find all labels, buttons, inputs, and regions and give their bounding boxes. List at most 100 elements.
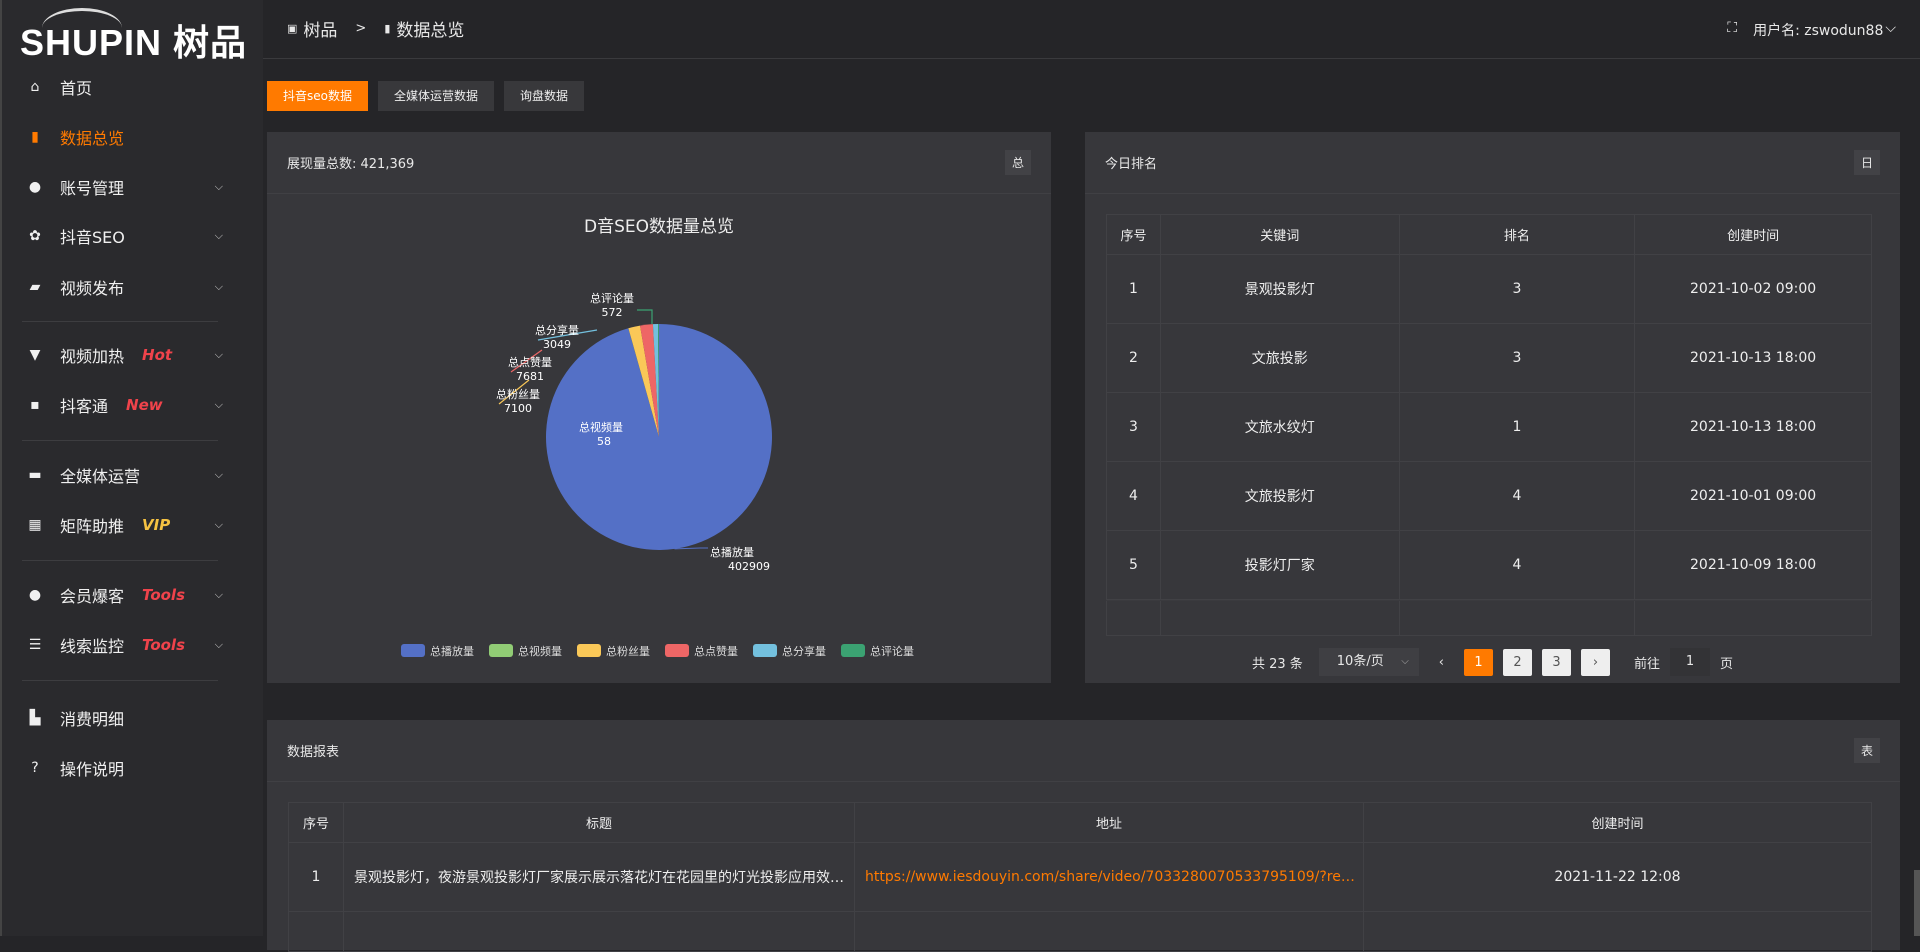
pie-slice-4[interactable] xyxy=(652,324,659,437)
table-tag-button[interactable]: 表 xyxy=(1853,738,1880,763)
column-header[interactable]: 序号 xyxy=(1106,214,1161,255)
page-2[interactable]: 2 xyxy=(1502,648,1532,676)
next-page-button[interactable]: › xyxy=(1580,648,1610,676)
day-tag-button[interactable]: 日 xyxy=(1853,150,1880,175)
user-icon: ● xyxy=(28,179,42,195)
goto-page-input[interactable]: 1 xyxy=(1670,648,1710,676)
table-cell: 景观投影灯 xyxy=(1159,254,1400,324)
prev-page-button[interactable]: ‹ xyxy=(1438,654,1444,670)
column-header[interactable]: 关键词 xyxy=(1159,214,1400,255)
sidebar-item-7[interactable]: ▬ 全媒体运营 ⌵ xyxy=(2,455,265,495)
page-3[interactable]: 3 xyxy=(1541,648,1571,676)
sidebar-item-2[interactable]: ● 账号管理 ⌵ xyxy=(2,167,265,207)
tab-inquiry[interactable]: 询盘数据 xyxy=(504,81,585,111)
table-row[interactable]: 2 文旅投影 3 2021-10-13 18:00 xyxy=(1106,323,1872,393)
pagination: 共 23 条 10条/页 ⌵ ‹ 1 2 3 › 前往 1 页 xyxy=(1085,648,1900,676)
report-table: 序号 标题 地址 创建时间 1 景观投影灯，夜游景观投影灯厂家展示展示落花灯在花园里的灯光… xyxy=(288,802,1872,952)
column-header[interactable]: 创建时间 xyxy=(1363,802,1872,843)
pie-slice-3[interactable] xyxy=(640,324,659,437)
pie-chart: D音SEO数据量总览总播放量402909总视频量58总粉丝量7100总点赞量76… xyxy=(401,217,914,658)
slice-value: 572 xyxy=(602,306,623,319)
tab-douyin-seo[interactable]: 抖音seo数据 xyxy=(267,81,368,111)
ranking-table: 序号 关键词 排名 创建时间 1 景观投影灯 3 2021-10-02 09:00 2 文旅投影 3… xyxy=(1106,214,1872,636)
slice-label: 总评论量 xyxy=(590,291,634,305)
table-cell: 2021-10-13 18:00 xyxy=(1634,323,1872,393)
slice-label: 总播放量 xyxy=(710,545,754,559)
legend-swatch[interactable] xyxy=(665,644,689,657)
sidebar-item-9[interactable]: ● 会员爆客 Tools ⌵ xyxy=(2,575,265,615)
slice-label: 总视频量 xyxy=(579,420,623,434)
column-header[interactable]: 标题 xyxy=(343,802,855,843)
sidebar-item-8[interactable]: ▦ 矩阵助推 VIP ⌵ xyxy=(2,505,265,545)
gear-icon: ✿ xyxy=(29,228,41,244)
fullscreen-icon[interactable]: ⛶ xyxy=(1727,20,1738,36)
chevron-down-icon[interactable]: ⌵ xyxy=(214,180,223,193)
chevron-down-icon[interactable]: ⌵ xyxy=(214,398,223,411)
legend-swatch[interactable] xyxy=(401,644,425,657)
breadcrumb-root[interactable]: 树品 xyxy=(303,21,338,41)
sidebar-item-label: 视频发布 xyxy=(60,279,125,298)
table-row[interactable]: 3 文旅水纹灯 1 2021-10-13 18:00 xyxy=(1106,392,1872,462)
column-header[interactable]: 创建时间 xyxy=(1634,214,1872,255)
slice-value: 7100 xyxy=(504,402,532,415)
overview-card: 展现量总数: 421,369 总 D音SEO数据量总览 总播放量 402909 总视频量… xyxy=(267,132,1051,683)
divider xyxy=(22,560,218,561)
sidebar: SHUPIN 树品 ⌂ 首页 ▮ 数据总览 ● 账号管理 ⌵ ✿ 抖音SEO ⌵… xyxy=(0,0,263,936)
tab-all-media[interactable]: 全媒体运营数据 xyxy=(377,81,494,111)
chevron-down-icon[interactable]: ⌵ xyxy=(214,588,223,601)
bar-chart-icon: ▮ xyxy=(384,22,391,35)
monitor-icon: ▬ xyxy=(28,467,42,483)
scrollbar[interactable] xyxy=(1914,870,1920,936)
table-row[interactable]: 1 景观投影灯 3 2021-10-02 09:00 xyxy=(1106,254,1872,324)
chevron-down-icon[interactable]: ⌵ xyxy=(214,518,223,531)
sidebar-item-label: 抖音SEO xyxy=(60,228,125,247)
sidebar-item-11[interactable]: ▙ 消费明细 xyxy=(2,698,265,738)
legend-swatch[interactable] xyxy=(753,644,777,657)
table-row[interactable]: 5 投影灯厂家 4 2021-10-09 18:00 xyxy=(1106,530,1872,600)
user-menu[interactable]: 用户名: zswodun88 xyxy=(1753,23,1884,39)
member-icon: ● xyxy=(28,587,42,603)
table-row[interactable]: 1 景观投影灯，夜游景观投影灯厂家展示展示落花灯在花园里的灯光投影应用效果 # ht… xyxy=(288,842,1872,912)
legend-swatch[interactable] xyxy=(489,644,513,657)
legend-label[interactable]: 总粉丝量 xyxy=(606,644,650,658)
table-row[interactable]: 4 文旅投影灯 4 2021-10-01 09:00 xyxy=(1106,461,1872,531)
chevron-down-icon[interactable]: ⌵ xyxy=(214,638,223,651)
sidebar-item-12[interactable]: ? 操作说明 xyxy=(2,748,265,788)
total-tag-button[interactable]: 总 xyxy=(1004,150,1031,175)
report-card: 数据报表表 序号 标题 地址 创建时间 1 景观投影灯，夜游景观投影灯厂家展示展示落花灯在… xyxy=(267,720,1900,952)
pie-slice-1[interactable] xyxy=(628,328,659,437)
sidebar-item-4[interactable]: ▰ 视频发布 ⌵ xyxy=(2,267,265,307)
sidebar-item-6[interactable]: ▪ 抖客通 New ⌵ xyxy=(2,385,265,425)
sidebar-item-label: 视频加热 xyxy=(60,347,125,366)
legend-swatch[interactable] xyxy=(577,644,601,657)
flag-icon: ▼ xyxy=(29,347,41,363)
table-cell: 投影灯厂家 xyxy=(1159,530,1400,600)
pie-slice-2[interactable] xyxy=(628,325,659,437)
chevron-down-icon[interactable]: ⌵ xyxy=(214,468,223,481)
legend-swatch[interactable] xyxy=(841,644,865,657)
legend-label[interactable]: 总播放量 xyxy=(430,644,474,658)
chevron-down-icon[interactable]: ⌵ xyxy=(214,280,223,293)
logo[interactable]: SHUPIN 树品 xyxy=(20,8,247,66)
sidebar-item-1[interactable]: ▮ 数据总览 xyxy=(2,117,265,157)
table-cell[interactable]: https://www.iesdouyin.com/share/video/70… xyxy=(854,842,1364,912)
chevron-down-icon[interactable]: ⌵ xyxy=(1885,20,1896,36)
sidebar-item-3[interactable]: ✿ 抖音SEO ⌵ xyxy=(2,216,265,256)
label-line xyxy=(510,349,543,373)
page-size-select[interactable]: 10条/页 ⌵ xyxy=(1318,648,1419,676)
column-header[interactable]: 地址 xyxy=(854,802,1364,843)
legend-label[interactable]: 总视频量 xyxy=(518,644,562,658)
chevron-down-icon[interactable]: ⌵ xyxy=(214,348,223,361)
sidebar-item-10[interactable]: ☰ 线索监控 Tools ⌵ xyxy=(2,625,265,665)
sidebar-item-0[interactable]: ⌂ 首页 xyxy=(2,67,265,107)
legend-label[interactable]: 总分享量 xyxy=(782,644,826,658)
legend-label[interactable]: 总评论量 xyxy=(870,644,914,658)
chevron-down-icon[interactable]: ⌵ xyxy=(214,229,223,242)
wallet-icon: ▙ xyxy=(29,710,41,726)
sidebar-item-5[interactable]: ▼ 视频加热 Hot ⌵ xyxy=(2,335,265,375)
legend-label[interactable]: 总点赞量 xyxy=(694,644,738,658)
page-1[interactable]: 1 xyxy=(1463,648,1493,676)
column-header[interactable]: 序号 xyxy=(288,802,344,843)
column-header[interactable]: 排名 xyxy=(1398,214,1636,255)
sidebar-item-label: 矩阵助推 xyxy=(60,517,125,536)
